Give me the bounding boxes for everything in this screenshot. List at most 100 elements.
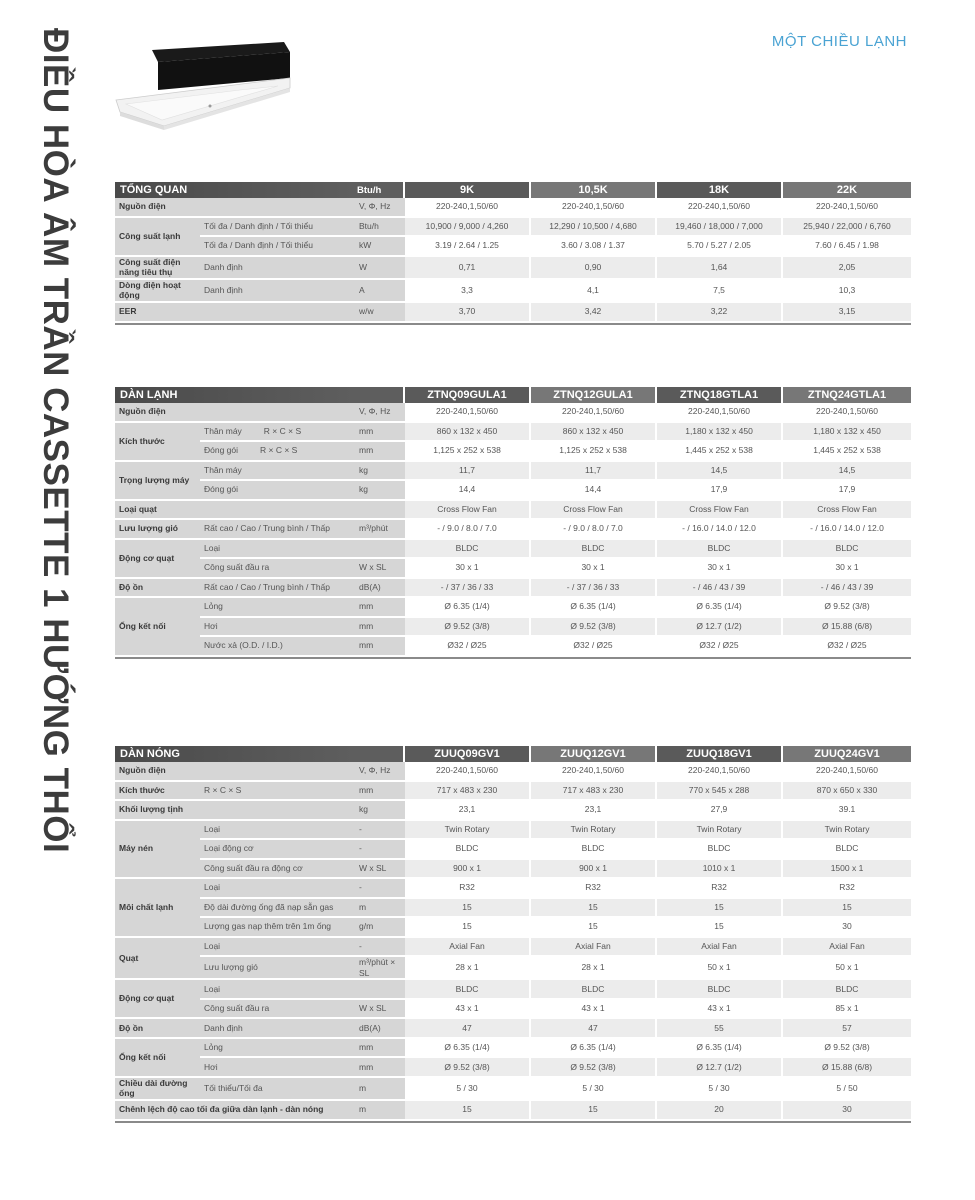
row-group-label: Trọng lượng máy <box>115 461 200 501</box>
cell-value: 717 x 483 x 230 <box>531 781 658 801</box>
cell-value: 5.70 / 5.27 / 2.05 <box>657 237 784 257</box>
row-unit: - <box>355 840 406 860</box>
row-sub-label <box>200 801 356 821</box>
cell-value: 14,4 <box>405 481 532 501</box>
table-row: Công suất lạnh Tối đa / Danh định / Tối t… <box>115 217 912 257</box>
row-unit: dB(A) <box>355 1019 406 1039</box>
cell-value: 14,5 <box>657 461 784 481</box>
cell-value: 5 / 50 <box>783 1078 912 1101</box>
table-row: Lưu lượng gió Rất cao / Cao / Trung bình … <box>115 520 912 540</box>
row-sub-label: Đóng gói <box>200 481 356 501</box>
cell-value: BLDC <box>531 840 658 860</box>
cell-value: Twin Rotary <box>657 820 784 840</box>
row-sub-label-text: Loại động cơ <box>204 843 254 854</box>
row-sub-label: Tối thiểu/Tối đa <box>200 1077 356 1101</box>
cell-value: 870 x 650 x 330 <box>783 781 912 801</box>
cell-value: Ø 12.7 (1/2) <box>657 617 784 637</box>
cell-value: 1010 x 1 <box>657 859 784 879</box>
cell-value: 11,7 <box>405 461 532 481</box>
table-row: Hơi mm Ø 9.52 (3/8) Ø 9.52 (3/8) Ø 12.7 (1/2… <box>115 617 912 637</box>
cell-value: 17,9 <box>657 481 784 501</box>
product-image <box>115 42 291 130</box>
table-row: Quạt Loại - Axial Fan Axial Fan Axial Fan Axia… <box>115 937 912 981</box>
row-sub-label: Độ dài đường ống đã nạp sẵn gas <box>200 898 356 918</box>
cell-value: Ø 9.52 (3/8) <box>783 598 912 618</box>
cell-value: 3.19 / 2.64 / 1.25 <box>405 237 532 257</box>
unit-header: Btu/h <box>355 182 406 198</box>
row-sub-label: Loại <box>200 937 356 957</box>
cell-value: 7,5 <box>657 279 784 303</box>
row-unit: Btu/h <box>355 217 406 237</box>
row-group-label: Ống kết nối <box>115 598 200 657</box>
cell-value: 14,4 <box>531 481 658 501</box>
row-unit: V, Φ, Hz <box>355 198 406 218</box>
cell-value: 220-240,1,50/60 <box>531 198 658 218</box>
table-title: DÀN LẠNH <box>115 387 356 403</box>
cell-value: 860 x 132 x 450 <box>531 422 658 442</box>
cell-value: 220-240,1,50/60 <box>405 198 532 218</box>
table-header-row: DÀN LẠNH ZTNQ09GULA1 ZTNQ12GULA1 ZTNQ18GTLA… <box>115 387 912 403</box>
row-sub-label-text: Nước xả (O.D. / I.D.) <box>204 640 283 651</box>
row-sub-label <box>200 500 356 520</box>
cell-value: Axial Fan <box>531 937 658 957</box>
row-group-label: Độ ồn <box>115 578 200 598</box>
row-sub-label-text: Hơi <box>204 620 218 631</box>
cell-value: 30 <box>783 918 912 938</box>
row-sub-label-text: Rất cao / Cao / Trung bình / Thấp <box>204 581 331 592</box>
cell-value: 43 x 1 <box>531 999 658 1020</box>
indoor-unit-table: DÀN LẠNH ZTNQ09GULA1 ZTNQ12GULA1 ZTNQ18GTLA… <box>115 387 912 659</box>
row-sub-label <box>200 762 356 782</box>
cell-value: 1500 x 1 <box>783 859 912 879</box>
column-header: ZTNQ18GTLA1 <box>657 387 784 403</box>
cell-value: Cross Flow Fan <box>405 500 532 520</box>
table-row: Lưu lượng gió m³/phút × SL 28 x 1 28 x 1 50 … <box>115 957 912 981</box>
mode-label: MỘT CHIỀU LẠNH <box>771 33 907 50</box>
row-sub-label-text: R × C × S <box>204 784 242 795</box>
row-group-label: Chiều dài đường ống <box>115 1077 200 1101</box>
cell-value: 12,290 / 10,500 / 4,680 <box>531 217 658 237</box>
row-sub-label: Rất cao / Cao / Trung bình / Thấp <box>200 520 356 540</box>
row-unit: m <box>355 898 406 918</box>
row-sub-label: Tối đa / Danh định / Tối thiểu <box>200 237 356 257</box>
cell-value: Cross Flow Fan <box>657 500 784 520</box>
row-sub-label-text: Loại <box>204 823 221 834</box>
cell-value: 1,445 x 252 x 538 <box>783 442 912 462</box>
cell-value: 1,64 <box>657 256 784 280</box>
cell-value: BLDC <box>405 980 532 1000</box>
cell-value: 27,9 <box>657 801 784 821</box>
row-unit: m <box>355 1077 406 1101</box>
row-sub-label <box>200 303 356 323</box>
unit-header <box>355 746 406 762</box>
row-sub-label: Lỏng <box>200 1038 356 1059</box>
cell-value: 1,180 x 132 x 450 <box>783 422 912 442</box>
cell-value: 10,3 <box>783 280 912 303</box>
row-sub-label-text: Công suất đầu ra <box>204 1003 270 1014</box>
row-group-label: Môi chất lạnh <box>115 879 200 938</box>
cell-value: - / 46 / 43 / 39 <box>783 578 912 598</box>
row-unit: dB(A) <box>355 578 406 598</box>
table-row: Loại động cơ - BLDC BLDC BLDC BLDC <box>115 840 912 860</box>
column-header: ZTNQ09GULA1 <box>405 387 532 403</box>
cell-value: Ø 6.35 (1/4) <box>657 598 784 618</box>
cell-value: 900 x 1 <box>531 859 658 879</box>
cell-value: 0,71 <box>405 256 532 280</box>
cell-value: Axial Fan <box>657 937 784 957</box>
table-row: Máy nén Loại - Twin Rotary Twin Rotary Twin R… <box>115 820 912 879</box>
cell-value: Axial Fan <box>783 937 912 957</box>
table-row: Dòng điện hoạt động Danh định A 3,3 4,1 7,5 10… <box>115 279 912 303</box>
row-unit <box>355 539 406 559</box>
table-row: Động cơ quạt Loại BLDC BLDC BLDC BLDC <box>115 980 912 1020</box>
table-row: Công suất đầu ra W x SL 43 x 1 43 x 1 43 x 1… <box>115 999 912 1020</box>
row-sub-label <box>200 403 356 423</box>
cell-value: - / 46 / 43 / 39 <box>657 578 784 598</box>
row-unit <box>355 980 406 1000</box>
cell-value: Ø 15.88 (6/8) <box>783 1058 912 1078</box>
row-group-label: Lưu lượng gió <box>115 520 200 540</box>
row-unit: mm <box>355 637 406 657</box>
cell-value: - / 16.0 / 14.0 / 12.0 <box>783 520 912 540</box>
row-sub-label-text: Độ dài đường ống đã nạp sẵn gas <box>204 901 334 912</box>
row-sub-label: Hơi <box>200 617 356 637</box>
cell-value: Ø32 / Ø25 <box>531 637 658 657</box>
overview-table: TỔNG QUAN Btu/h 9K 10,5K 18K 22K Nguồn điện V, … <box>115 182 912 325</box>
